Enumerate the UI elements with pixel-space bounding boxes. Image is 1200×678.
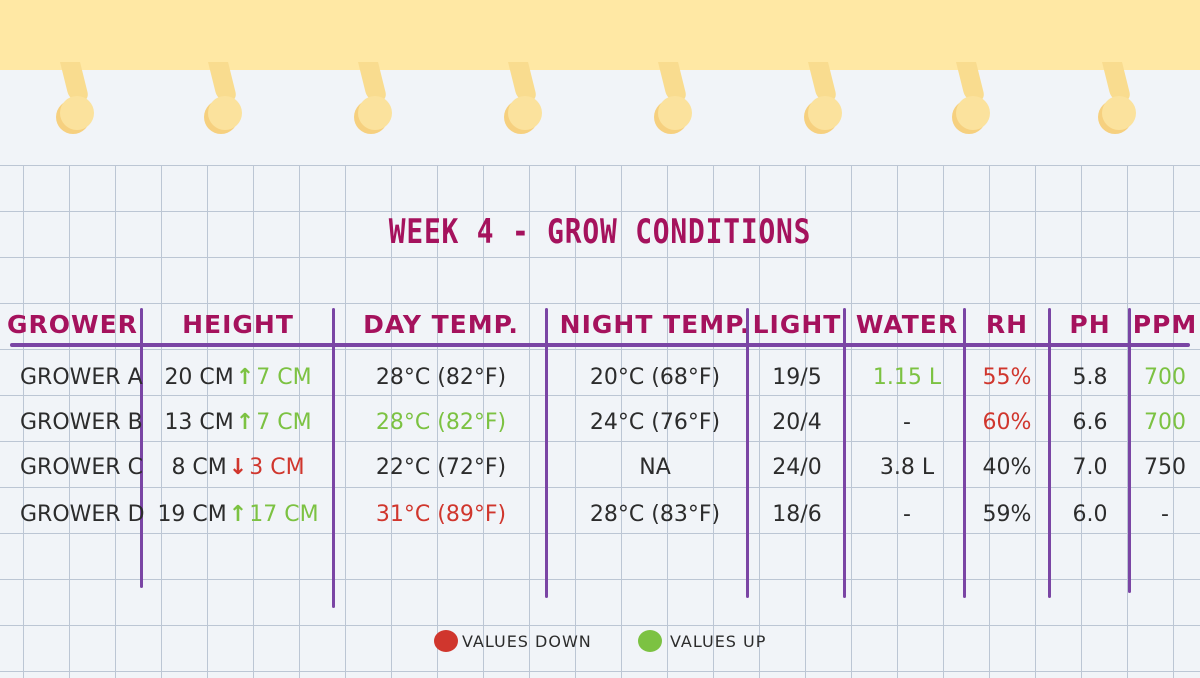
ppm-cell: 700 — [1144, 365, 1186, 390]
header-rule — [10, 343, 1190, 347]
height-change: 7 CM — [256, 410, 312, 435]
ph-cell: 7.0 — [1072, 455, 1108, 480]
night-temp-cell: 20°C (68°F) — [589, 365, 721, 390]
header-night-temp: NIGHT TEMP. — [559, 310, 751, 339]
water-cell: 3.8 L — [879, 455, 935, 480]
water-cell: 1.15 L — [872, 365, 942, 390]
height-cell: 8 CM↓3 CM — [148, 455, 328, 480]
night-temp-cell: 28°C (83°F) — [589, 502, 721, 527]
night-temp-cell: NA — [639, 455, 671, 480]
binder-tab — [504, 62, 542, 134]
paper-top-band — [0, 0, 1200, 70]
height-value: 19 CM — [157, 502, 227, 527]
values-up-swatch — [638, 630, 662, 652]
light-cell: 20/4 — [772, 410, 822, 435]
page-title: WEEK 4 - GROW CONDITIONS — [388, 212, 812, 252]
ppm-cell: 750 — [1144, 455, 1186, 480]
header-water: WATER — [855, 310, 959, 339]
height-cell: 20 CM↑7 CM — [148, 365, 328, 390]
header-ph: PH — [1069, 310, 1111, 339]
binder-tab — [1098, 62, 1136, 134]
light-cell: 18/6 — [772, 502, 822, 527]
binder-tab — [654, 62, 692, 134]
arrow-up-icon: ↑ — [235, 365, 255, 390]
night-temp-cell: 24°C (76°F) — [589, 410, 721, 435]
ppm-cell: - — [1161, 502, 1169, 527]
values-down-swatch — [434, 630, 458, 652]
column-divider — [1128, 308, 1131, 593]
grower-name: GROWER A — [20, 365, 143, 390]
height-change: 17 CM — [249, 502, 319, 527]
column-divider — [746, 308, 749, 598]
values-down-label: VALUES DOWN — [462, 632, 592, 651]
values-up-label: VALUES UP — [670, 632, 767, 651]
water-cell: - — [903, 410, 911, 435]
height-value: 20 CM — [164, 365, 234, 390]
height-cell: 13 CM↑7 CM — [148, 410, 328, 435]
ph-cell: 6.0 — [1072, 502, 1108, 527]
ppm-cell: 700 — [1144, 410, 1186, 435]
day-temp-cell: 31°C (89°F) — [375, 502, 507, 527]
column-divider — [843, 308, 846, 598]
rh-cell: 40% — [982, 455, 1032, 480]
header-ppm: PPM — [1132, 310, 1198, 339]
height-value: 8 CM — [171, 455, 227, 480]
height-cell: 19 CM↑17 CM — [148, 502, 328, 527]
ph-cell: 6.6 — [1072, 410, 1108, 435]
ph-cell: 5.8 — [1072, 365, 1108, 390]
grower-name: GROWER C — [20, 455, 143, 480]
rh-cell: 60% — [982, 410, 1032, 435]
column-divider — [963, 308, 966, 598]
arrow-up-icon: ↑ — [235, 410, 255, 435]
header-day-temp: DAY TEMP. — [363, 310, 519, 339]
column-divider — [1048, 308, 1051, 598]
day-temp-cell: 22°C (72°F) — [375, 455, 507, 480]
binder-tab — [952, 62, 990, 134]
grower-name: GROWER D — [20, 502, 145, 527]
day-temp-cell: 28°C (82°F) — [375, 410, 507, 435]
arrow-up-icon: ↑ — [228, 502, 248, 527]
arrow-down-icon: ↓ — [228, 455, 248, 480]
water-cell: - — [903, 502, 911, 527]
light-cell: 24/0 — [772, 455, 822, 480]
grower-name: GROWER B — [20, 410, 143, 435]
column-divider — [140, 308, 143, 588]
binder-tab — [56, 62, 94, 134]
light-cell: 19/5 — [772, 365, 822, 390]
paper-blank-strip — [0, 70, 1200, 165]
column-divider — [545, 308, 548, 598]
header-light: LIGHT — [752, 310, 842, 339]
height-value: 13 CM — [164, 410, 234, 435]
binder-tab — [804, 62, 842, 134]
header-height: HEIGHT — [182, 310, 294, 339]
day-temp-cell: 28°C (82°F) — [375, 365, 507, 390]
height-change: 3 CM — [249, 455, 305, 480]
height-change: 7 CM — [256, 365, 312, 390]
column-divider — [332, 308, 335, 608]
header-grower: GROWER — [7, 310, 138, 339]
rh-cell: 59% — [982, 502, 1032, 527]
rh-cell: 55% — [982, 365, 1032, 390]
header-rh: RH — [985, 310, 1029, 339]
binder-tab — [354, 62, 392, 134]
binder-tab — [204, 62, 242, 134]
